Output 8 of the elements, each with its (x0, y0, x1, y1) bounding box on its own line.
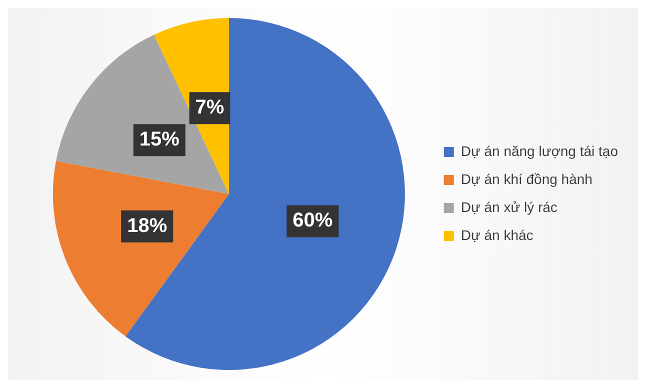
legend-label: Dự án năng lượng tái tạo (460, 142, 618, 159)
legend-label: Dự án khí đồng hành (460, 170, 592, 187)
data-label: 7% (195, 96, 224, 119)
legend-label: Dự án xử lý rác (460, 198, 558, 215)
data-label: 15% (139, 128, 180, 151)
data-label: 60% (292, 210, 333, 232)
data-label: 18% (127, 214, 168, 237)
legend-label: Dự án khác (460, 226, 534, 243)
